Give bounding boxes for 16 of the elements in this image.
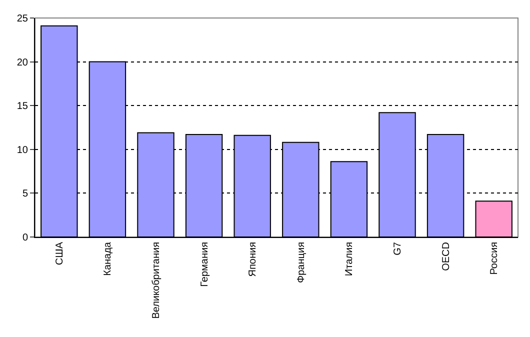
y-tick-label: 10 bbox=[16, 144, 28, 156]
x-tick-label: Италия bbox=[344, 242, 356, 276]
x-tick-label: США bbox=[54, 242, 66, 266]
x-tick-label: Канада bbox=[102, 242, 114, 276]
x-tick-label: Россия bbox=[489, 242, 500, 275]
y-tick-label: 5 bbox=[22, 188, 28, 200]
x-tick-label: G7 bbox=[392, 242, 404, 256]
x-tick-label: Великобритания bbox=[151, 242, 162, 319]
y-tick-label: 0 bbox=[22, 232, 28, 244]
x-tick-label: OECD bbox=[440, 242, 452, 271]
x-tick-label: Франция bbox=[296, 242, 307, 283]
x-tick-label: Германия bbox=[199, 242, 210, 287]
x-tick-label: Япония bbox=[248, 242, 259, 277]
y-tick-label: 25 bbox=[16, 14, 28, 24]
y-tick-label: 20 bbox=[16, 57, 28, 68]
y-tick-label: 15 bbox=[16, 101, 28, 112]
